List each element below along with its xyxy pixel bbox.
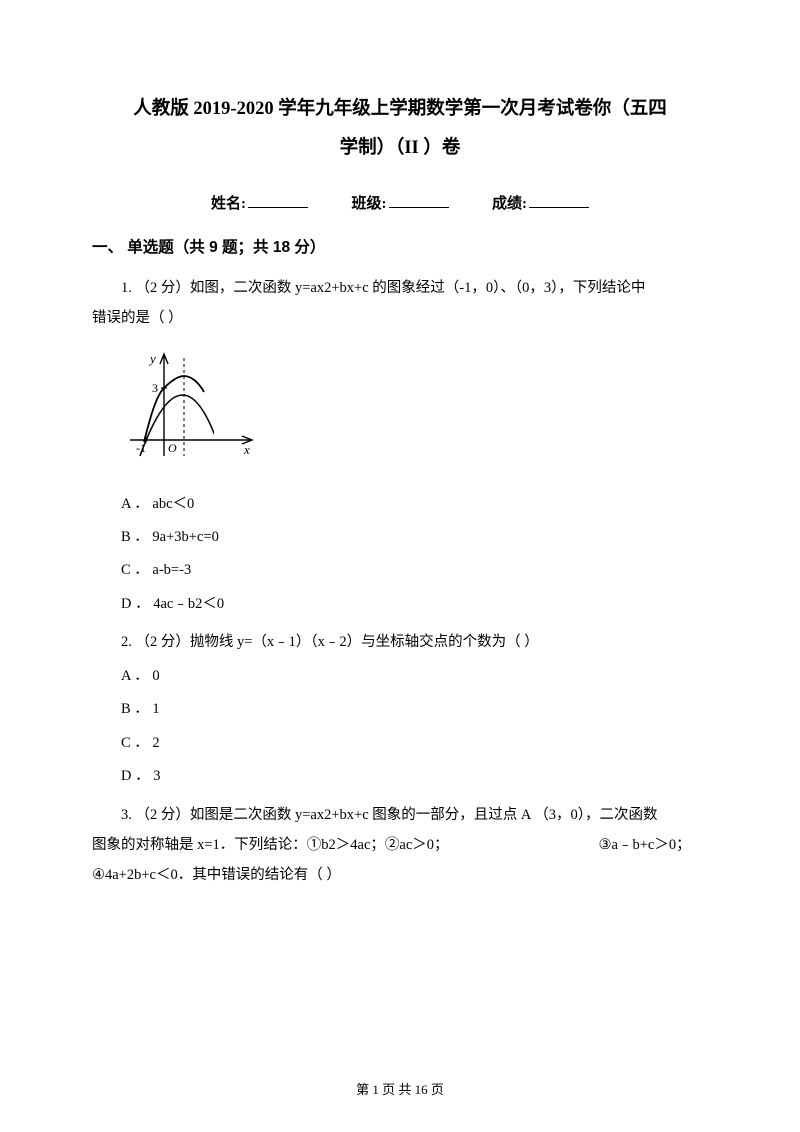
x-intercept-label: -1 <box>136 441 146 455</box>
question-2: 2. （2 分）抛物线 y=（x﹣1）（x﹣2）与坐标轴交点的个数为（ ） A … <box>92 627 708 791</box>
exam-title-line2: 学制）（II ）卷 <box>92 129 708 168</box>
q2-option-b: B ． 1 <box>92 694 708 724</box>
section-heading: 一、 单选题（共 9 题；共 18 分） <box>92 235 708 257</box>
name-blank[interactable] <box>248 194 308 208</box>
q2-option-d: D ． 3 <box>92 761 708 791</box>
q1-option-a: A ． abc＜0 <box>92 489 708 519</box>
page-footer: 第 1 页 共 16 页 <box>0 1079 800 1098</box>
q2-option-c: C ． 2 <box>92 728 708 758</box>
q1-stem-line1: 1. （2 分）如图，二次函数 y=ax2+bx+c 的图象经过（-1，0）、（… <box>92 273 708 303</box>
q1-figure: y 3 -1 O x <box>122 348 262 473</box>
x-axis-label: x <box>243 442 250 457</box>
q1-option-b: B ． 9a+3b+c=0 <box>92 522 708 552</box>
footer-suffix: 页 <box>428 1082 444 1097</box>
q3-stem-line1: 3. （2 分）如图是二次函数 y=ax2+bx+c 图象的一部分，且过点 A … <box>92 800 708 830</box>
q2-option-a: A ． 0 <box>92 661 708 691</box>
footer-prefix: 第 <box>356 1082 372 1097</box>
origin-label: O <box>168 441 177 455</box>
y-axis-label: y <box>148 351 156 366</box>
footer-total: 16 <box>415 1082 428 1097</box>
q3-stem-line3: ④4a+2b+c＜0．其中错误的结论有（ ） <box>92 860 708 890</box>
student-info-line: 姓名: 班级: 成绩: <box>92 192 708 213</box>
q3-stem-line2b: ③a﹣b+c＞0； <box>599 837 691 853</box>
class-blank[interactable] <box>389 194 449 208</box>
q3-stem-line2a: 图象的对称轴是 x=1．下列结论：①b2＞4ac；②ac＞0； <box>92 837 449 853</box>
class-label: 班级: <box>352 196 387 212</box>
name-label: 姓名: <box>211 196 246 212</box>
exam-title-line1: 人教版 2019-2020 学年九年级上学期数学第一次月考试卷你（五四 <box>92 90 708 129</box>
question-3: 3. （2 分）如图是二次函数 y=ax2+bx+c 图象的一部分，且过点 A … <box>92 800 708 891</box>
q1-option-c: C ． a-b=-3 <box>92 555 708 585</box>
score-blank[interactable] <box>529 194 589 208</box>
score-label: 成绩: <box>492 196 527 212</box>
q3-stem-line2: 图象的对称轴是 x=1．下列结论：①b2＞4ac；②ac＞0； ③a﹣b+c＞0； <box>92 830 708 860</box>
q2-stem: 2. （2 分）抛物线 y=（x﹣1）（x﹣2）与坐标轴交点的个数为（ ） <box>92 627 708 657</box>
q1-stem-line2: 错误的是（ ） <box>92 303 708 333</box>
question-1: 1. （2 分）如图，二次函数 y=ax2+bx+c 的图象经过（-1，0）、（… <box>92 273 708 620</box>
y-intercept-label: 3 <box>152 381 158 395</box>
q1-option-d: D ． 4ac﹣b2＜0 <box>92 589 708 619</box>
footer-mid: 页 共 <box>379 1082 415 1097</box>
